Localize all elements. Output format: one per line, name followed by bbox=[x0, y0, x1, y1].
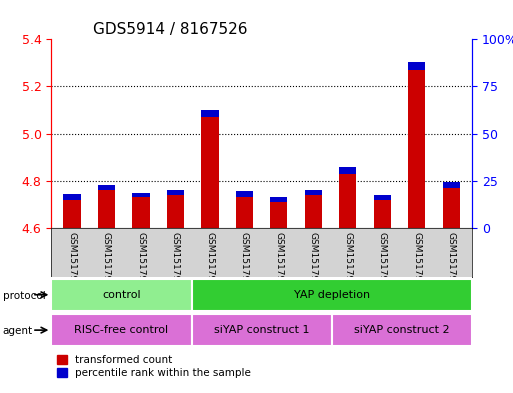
Text: siYAP construct 1: siYAP construct 1 bbox=[214, 325, 309, 335]
Text: GSM1517973: GSM1517973 bbox=[274, 232, 283, 293]
Bar bbox=[167, 195, 184, 228]
Text: GSM1517971: GSM1517971 bbox=[205, 232, 214, 293]
Bar bbox=[443, 188, 460, 228]
Text: control: control bbox=[102, 290, 141, 300]
Text: siYAP construct 2: siYAP construct 2 bbox=[354, 325, 450, 335]
Text: GSM1517975: GSM1517975 bbox=[343, 232, 352, 293]
Bar bbox=[236, 197, 253, 228]
Bar bbox=[98, 190, 115, 228]
Bar bbox=[191, 279, 472, 310]
Text: GSM1517969: GSM1517969 bbox=[136, 232, 146, 293]
Text: GSM1517976: GSM1517976 bbox=[378, 232, 387, 293]
Bar bbox=[373, 200, 391, 228]
Bar bbox=[51, 279, 191, 310]
Bar bbox=[191, 314, 332, 346]
Text: agent: agent bbox=[3, 326, 33, 336]
Bar bbox=[167, 190, 184, 195]
Text: GSM1517967: GSM1517967 bbox=[68, 232, 76, 293]
Bar bbox=[98, 185, 115, 190]
Bar bbox=[270, 197, 287, 202]
Bar bbox=[132, 197, 150, 228]
Bar bbox=[236, 191, 253, 197]
Text: YAP depletion: YAP depletion bbox=[293, 290, 370, 300]
Bar bbox=[408, 62, 425, 70]
Bar bbox=[339, 167, 357, 174]
Bar bbox=[201, 117, 219, 228]
Bar bbox=[64, 194, 81, 200]
Text: protocol: protocol bbox=[3, 290, 45, 301]
Text: GSM1517978: GSM1517978 bbox=[447, 232, 456, 293]
Bar bbox=[408, 70, 425, 228]
Bar bbox=[51, 314, 191, 346]
Text: GSM1517977: GSM1517977 bbox=[412, 232, 421, 293]
Text: GSM1517970: GSM1517970 bbox=[171, 232, 180, 293]
Bar bbox=[64, 200, 81, 228]
Bar bbox=[305, 195, 322, 228]
Text: GSM1517972: GSM1517972 bbox=[240, 232, 249, 292]
Text: RISC-free control: RISC-free control bbox=[74, 325, 168, 335]
Bar bbox=[201, 110, 219, 117]
Bar bbox=[305, 190, 322, 195]
Bar bbox=[443, 182, 460, 188]
Bar bbox=[332, 314, 472, 346]
Text: GSM1517974: GSM1517974 bbox=[309, 232, 318, 292]
Text: GSM1517968: GSM1517968 bbox=[102, 232, 111, 293]
Bar bbox=[373, 195, 391, 200]
Text: GDS5914 / 8167526: GDS5914 / 8167526 bbox=[93, 22, 248, 37]
Bar bbox=[132, 193, 150, 197]
Bar bbox=[339, 174, 357, 228]
Bar bbox=[270, 202, 287, 228]
Legend: transformed count, percentile rank within the sample: transformed count, percentile rank withi… bbox=[56, 355, 251, 378]
